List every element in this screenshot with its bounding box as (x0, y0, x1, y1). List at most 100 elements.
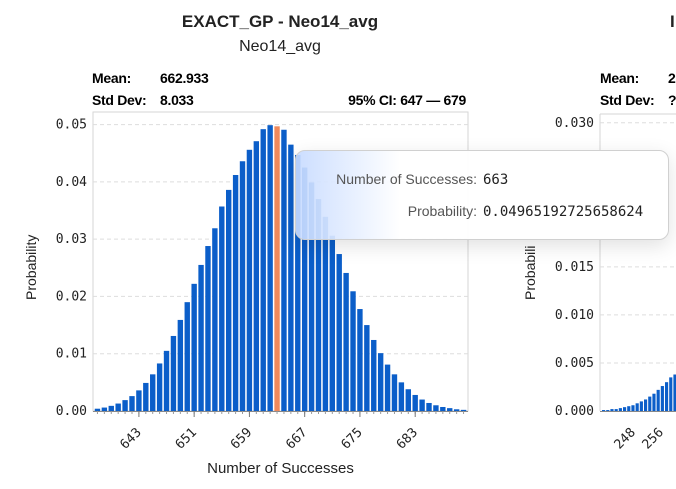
right-std-dev-value: ? (668, 92, 676, 108)
right-bar (602, 410, 606, 411)
right-bar (673, 374, 676, 411)
y-tick-label: 0.03 (56, 232, 87, 247)
bar (101, 407, 108, 411)
bar (115, 403, 121, 411)
right-bar (623, 407, 627, 411)
right-y-tick-label: 0.015 (555, 260, 594, 275)
right-x-tick-label: 256 (640, 425, 667, 452)
right-bar (665, 382, 669, 411)
right-bar (669, 377, 673, 411)
chart-subtitle: Neo14_avg (239, 38, 321, 55)
bar (94, 408, 101, 411)
tooltip-value-probability: 0.04965192725658624 (483, 204, 644, 220)
bar (350, 291, 356, 411)
right-mean-value: 2 (668, 70, 676, 86)
right-bar (644, 399, 648, 411)
bar (246, 149, 253, 411)
right-bar (656, 389, 660, 411)
bar (322, 216, 329, 411)
bar (198, 264, 204, 411)
tooltip-row-successes: Number of Successes: 663 (336, 171, 658, 188)
bar (122, 400, 128, 411)
mean-stat: Mean: 662.933 (92, 70, 209, 86)
chart-title: EXACT_GP - Neo14_avg (181, 12, 379, 31)
right-bar (652, 393, 656, 411)
bar (398, 382, 405, 411)
bar (308, 182, 315, 411)
x-tick-label: 675 (339, 425, 366, 452)
bar (191, 283, 197, 411)
bar (184, 302, 190, 411)
bar (129, 396, 135, 411)
tooltip-row-probability: Probability: 0.04965192725658624 (408, 203, 658, 220)
bar (384, 364, 391, 411)
bar (281, 129, 287, 412)
bar (315, 199, 322, 411)
bar (108, 405, 114, 411)
std-dev-value: 8.033 (160, 92, 194, 108)
bar (426, 402, 432, 411)
bar (156, 363, 163, 411)
right-bar (627, 406, 631, 411)
y-tick-label: 0.02 (56, 289, 87, 304)
bar (219, 206, 225, 411)
bar (440, 406, 446, 411)
tooltip-value-successes: 663 (483, 172, 509, 188)
bar (412, 394, 418, 411)
bar (336, 254, 342, 411)
hover-tooltip: Number of Successes: 663 Probability: 0.04… (295, 150, 669, 240)
right-y-tick-label: 0.030 (555, 116, 594, 131)
bar (329, 235, 335, 411)
right-std-dev-stat: Std Dev: ? (600, 92, 676, 108)
bar (391, 374, 398, 411)
bar (460, 409, 467, 411)
bar (433, 405, 439, 411)
bar (226, 189, 232, 411)
mean-value: 662.933 (160, 70, 209, 86)
x-tick-label: 651 (173, 425, 200, 452)
right-mean-stat: Mean: 2 (600, 70, 676, 86)
bar (364, 325, 370, 411)
std-dev-label: Std Dev: (92, 92, 147, 108)
right-bar (648, 396, 652, 411)
bar (212, 228, 218, 411)
bar (205, 246, 211, 411)
tooltip-label-successes: Number of Successes: (336, 171, 477, 187)
bar (177, 319, 184, 411)
bar (453, 409, 460, 411)
bar (371, 339, 377, 411)
bar (260, 129, 266, 412)
right-bar (610, 409, 614, 411)
right-std-dev-label: Std Dev: (600, 92, 655, 108)
bar (343, 272, 349, 411)
x-tick-label: 659 (228, 425, 255, 452)
x-tick-label: 683 (394, 425, 421, 452)
bar (301, 167, 308, 411)
bar (170, 335, 177, 411)
tooltip-label-probability: Probability: (407, 203, 477, 219)
y-tick-label: 0.01 (56, 347, 87, 362)
right-mean-label: Mean: (600, 70, 639, 86)
right-bar (618, 408, 622, 411)
bar (274, 126, 280, 412)
bar (357, 309, 363, 411)
bar (143, 382, 149, 411)
right-bar (614, 409, 618, 411)
x-tick-label: 643 (118, 425, 145, 452)
x-tick-label: 667 (283, 425, 310, 452)
right-bar (635, 403, 639, 411)
bar (295, 154, 301, 411)
right-bar (639, 401, 643, 411)
bar (288, 144, 294, 411)
right-chart-title: I (670, 12, 675, 31)
bar (150, 374, 156, 411)
bar (253, 141, 260, 411)
x-axis-label: Number of Successes (207, 460, 354, 477)
bar (405, 389, 411, 411)
y-tick-label: 0.05 (56, 118, 87, 133)
mean-label: Mean: (92, 70, 131, 86)
bar (447, 408, 453, 411)
right-x-tick-label: 248 (612, 425, 639, 452)
bar (232, 175, 239, 411)
